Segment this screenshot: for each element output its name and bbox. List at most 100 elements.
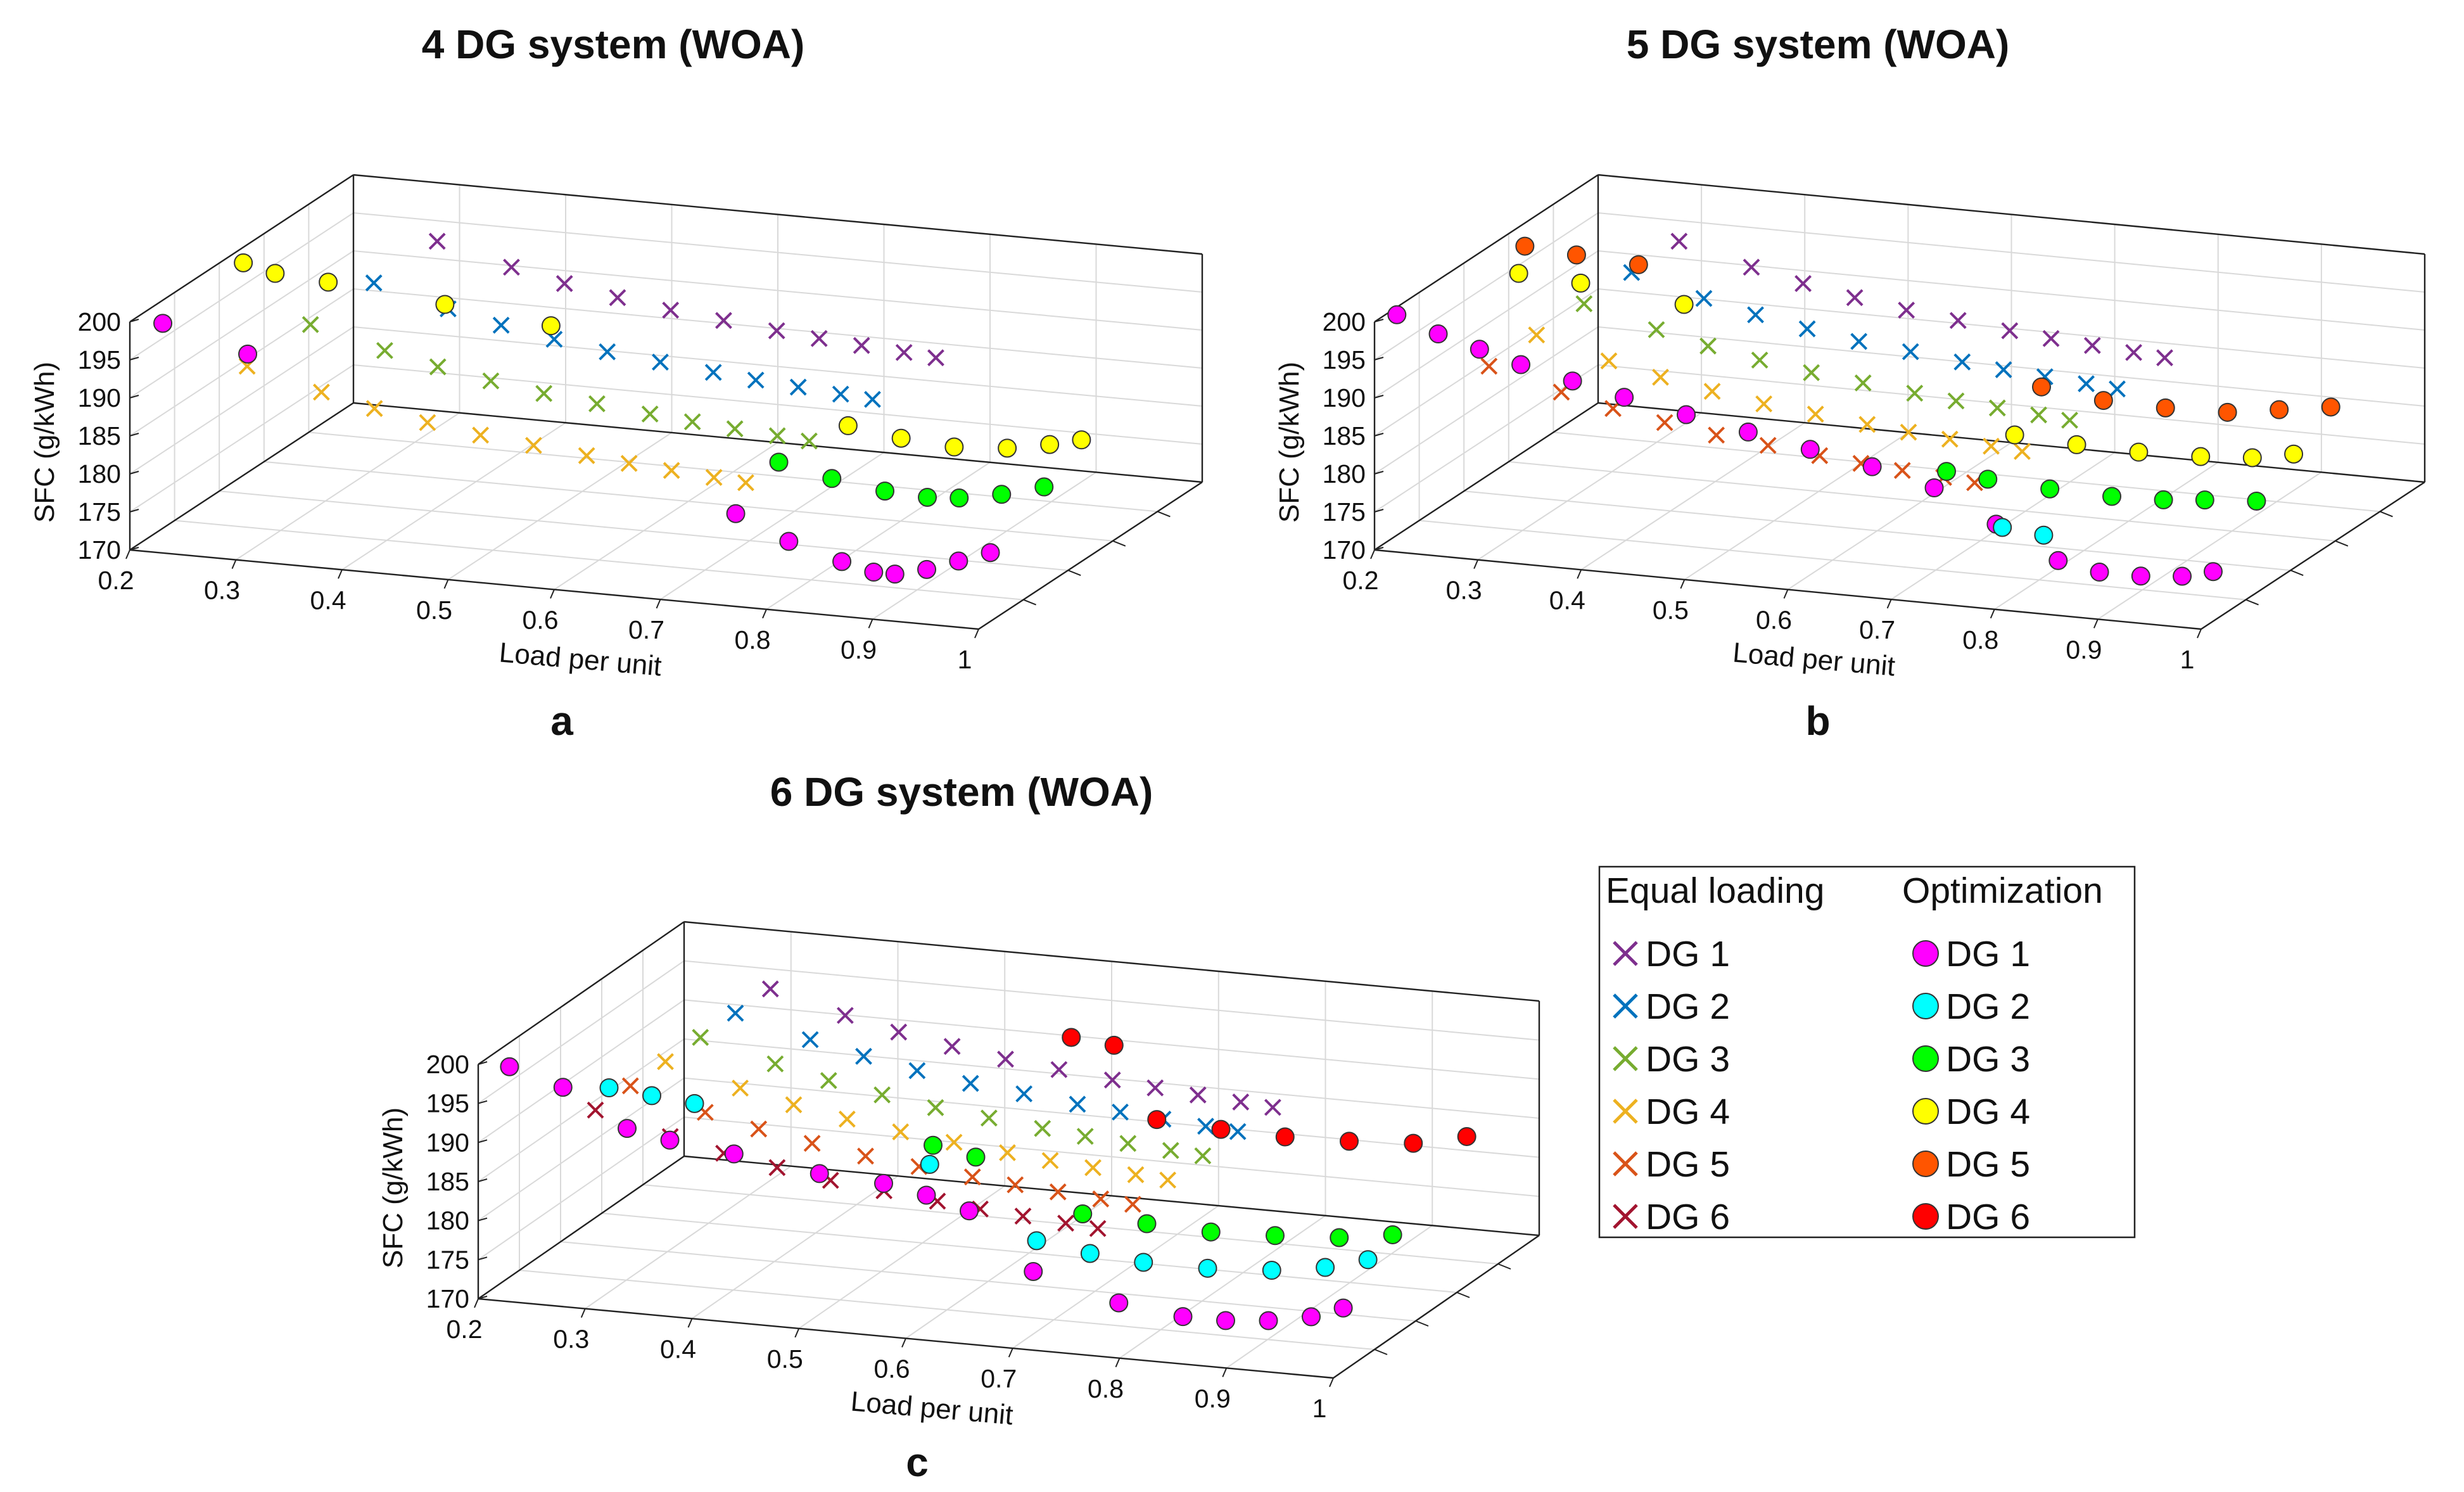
y-tick-label: 200: [78, 307, 121, 336]
marker-circle: [998, 438, 1017, 458]
marker-x: [2125, 343, 2142, 361]
marker-circle: [2034, 525, 2054, 545]
marker-x: [980, 1109, 998, 1127]
marker-x: [1014, 1208, 1032, 1225]
chart-title: 4 DG system (WOA): [422, 22, 805, 67]
marker-circle: [1674, 295, 1694, 314]
series-opt-DG2: [599, 1078, 1378, 1280]
y-tick-label: 175: [1323, 497, 1366, 526]
marker-x: [2014, 443, 2031, 460]
series-equal-DG2: [365, 274, 881, 408]
marker-circle: [1862, 457, 1882, 476]
marker-circle: [838, 416, 858, 435]
marker-circle: [1134, 1253, 1153, 1272]
marker-circle: [1040, 435, 1060, 454]
marker-x: [999, 1144, 1016, 1161]
depth-tick: [2290, 570, 2304, 577]
marker-circle: [1330, 1228, 1349, 1247]
x-tick-label: 0.3: [1446, 576, 1482, 605]
series-equal-DG2: [1623, 264, 2126, 398]
marker-x: [365, 274, 383, 291]
x-tick-b: [1370, 549, 1375, 559]
y-tick-a: [129, 509, 139, 513]
series-opt-DG4: [1509, 264, 2304, 468]
x-tick-c: [1222, 1367, 1228, 1377]
marker-circle: [1275, 1127, 1295, 1147]
y-tick-label: 200: [426, 1050, 469, 1079]
marker-x: [1119, 1135, 1137, 1152]
marker-x: [1197, 1118, 1214, 1135]
marker-x: [683, 413, 701, 431]
y-tick-label: 190: [426, 1128, 469, 1157]
x-tick-a: [550, 589, 555, 599]
marker-circle: [553, 1078, 573, 1097]
marker-x: [895, 343, 913, 361]
marker-circle: [2102, 487, 2122, 506]
x-tick-b: [1886, 599, 1892, 609]
y-tick-label: 190: [1323, 383, 1366, 412]
marker-circle: [1383, 1225, 1402, 1244]
legend-label-equal: DG 4: [1646, 1092, 1730, 1132]
marker-x: [1092, 1190, 1110, 1208]
marker-x: [785, 1096, 803, 1114]
marker-circle: [435, 295, 455, 314]
marker-x: [1850, 333, 1868, 350]
y-tick-b: [1374, 319, 1384, 322]
marker-circle: [1629, 255, 1648, 274]
x-tick-label: 0.2: [1343, 566, 1379, 595]
marker-x: [1947, 392, 1965, 410]
marker-x: [1900, 423, 1917, 441]
marker-x: [535, 385, 553, 402]
x-tick-b: [2093, 618, 2099, 628]
series-equal-DG4: [657, 1053, 1177, 1189]
marker-circle: [1615, 388, 1634, 407]
legend-label-opt: DG 2: [1946, 986, 2030, 1027]
x-tick-label: 0.7: [981, 1364, 1017, 1393]
marker-circle: [726, 504, 746, 523]
depth-tick: [1374, 1349, 1388, 1355]
x-tick-a: [338, 569, 343, 579]
marker-x: [789, 378, 807, 396]
depth-tick: [1067, 570, 1081, 577]
x-tick-b: [1680, 579, 1686, 589]
x-tick-label: 1: [1312, 1394, 1327, 1423]
marker-x: [892, 1123, 910, 1140]
marker-x: [1755, 395, 1773, 412]
x-tick-label: 0.3: [204, 576, 240, 605]
data-marks-a: [153, 233, 1091, 584]
marker-circle: [1924, 478, 1944, 498]
marker-x: [2042, 329, 2060, 347]
marker-x: [836, 1007, 854, 1024]
marker-x: [1069, 1095, 1086, 1113]
x-tick-label: 0.5: [767, 1344, 803, 1374]
marker-circle: [1201, 1222, 1221, 1242]
marker-x: [761, 980, 779, 998]
marker-x: [997, 1050, 1014, 1068]
y-tick-c: [478, 1178, 488, 1182]
legend-label-opt: DG 3: [1946, 1039, 2030, 1080]
marker-x: [657, 1053, 674, 1071]
series-equal-DG3: [302, 316, 818, 450]
series-opt-DG1: [153, 314, 1000, 584]
marker-x: [556, 275, 573, 292]
series-opt-DG1: [1387, 305, 2223, 586]
marker-x: [1050, 1061, 1068, 1078]
marker-circle: [1104, 1035, 1124, 1055]
chart-title: 6 DG system (WOA): [770, 769, 1153, 815]
marker-circle: [864, 563, 884, 582]
marker-circle: [1266, 1226, 1285, 1246]
marker-x: [428, 233, 446, 250]
y-tick-b: [1374, 433, 1384, 437]
series-opt-DG6: [1062, 1028, 1476, 1153]
depth-tick: [1112, 540, 1126, 547]
x-tick-label: 0.9: [841, 635, 877, 664]
marker-circle: [885, 564, 905, 584]
x-tick-label: 0.3: [553, 1325, 589, 1354]
y-axis-label: SFC (g/kWh): [29, 362, 60, 523]
y-tick-b: [1374, 395, 1384, 399]
x-tick-label: 0.8: [735, 625, 771, 654]
marker-circle: [1072, 430, 1091, 450]
marker-x: [820, 1072, 837, 1089]
x-tick-a: [656, 599, 661, 609]
marker-circle: [1109, 1293, 1129, 1313]
